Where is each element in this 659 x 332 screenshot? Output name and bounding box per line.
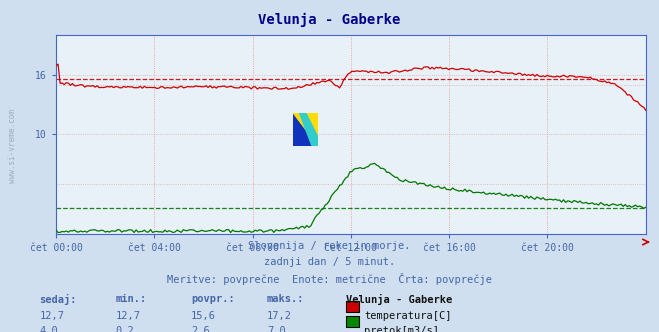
- Text: temperatura[C]: temperatura[C]: [364, 311, 452, 321]
- Text: min.:: min.:: [115, 294, 146, 304]
- Text: povpr.:: povpr.:: [191, 294, 235, 304]
- Text: 7,0: 7,0: [267, 326, 285, 332]
- Polygon shape: [299, 113, 318, 146]
- Text: 4,0: 4,0: [40, 326, 58, 332]
- Text: 2,6: 2,6: [191, 326, 210, 332]
- Text: 15,6: 15,6: [191, 311, 216, 321]
- Text: Velunja - Gaberke: Velunja - Gaberke: [346, 294, 452, 305]
- Text: 0,2: 0,2: [115, 326, 134, 332]
- Text: Velunja - Gaberke: Velunja - Gaberke: [258, 13, 401, 28]
- Text: zadnji dan / 5 minut.: zadnji dan / 5 minut.: [264, 257, 395, 267]
- Text: Meritve: povprečne  Enote: metrične  Črta: povprečje: Meritve: povprečne Enote: metrične Črta:…: [167, 273, 492, 285]
- Text: www.si-vreme.com: www.si-vreme.com: [8, 109, 17, 183]
- Text: maks.:: maks.:: [267, 294, 304, 304]
- Text: 17,2: 17,2: [267, 311, 292, 321]
- Text: Slovenija / reke in morje.: Slovenija / reke in morje.: [248, 241, 411, 251]
- Polygon shape: [293, 113, 318, 146]
- Text: pretok[m3/s]: pretok[m3/s]: [364, 326, 440, 332]
- Text: sedaj:: sedaj:: [40, 294, 77, 305]
- Text: 12,7: 12,7: [40, 311, 65, 321]
- Text: 12,7: 12,7: [115, 311, 140, 321]
- Polygon shape: [293, 113, 318, 146]
